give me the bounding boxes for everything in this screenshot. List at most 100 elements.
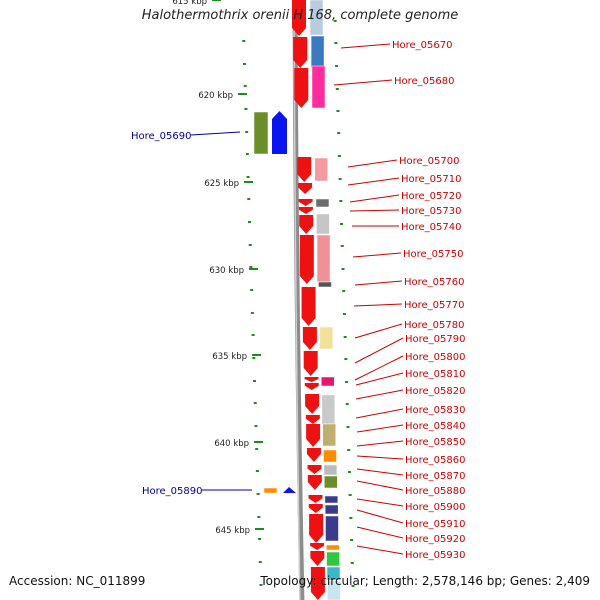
- forward-gene-arrow: [310, 567, 325, 600]
- forward-gene-label: Hore_05880: [405, 486, 466, 497]
- tick-dot: [245, 131, 249, 133]
- forward-gene-arrow: [298, 199, 313, 206]
- forward-gene-arrow: [304, 383, 319, 390]
- tick-dot: [256, 493, 260, 495]
- forward-gene-label: Hore_05780: [404, 320, 465, 331]
- major-tick: [255, 528, 264, 530]
- gene-class-bar: [316, 213, 330, 235]
- genome-info-label: Topology: circular; Length: 2,578,146 bp…: [260, 574, 590, 588]
- forward-gene-arrow: [299, 235, 314, 284]
- major-tick: [249, 268, 258, 270]
- gene-label-leader: [356, 526, 404, 539]
- tick-dot: [250, 289, 254, 291]
- gene-label-leader: [354, 355, 404, 381]
- tick-dot: [343, 336, 347, 338]
- gene-label-leader: [356, 440, 404, 447]
- gene-class-bar: [326, 551, 340, 567]
- tick-dot: [334, 42, 338, 44]
- gene-class-bar: [324, 495, 339, 504]
- tick-dot: [244, 108, 248, 110]
- gene-label-leader: [356, 545, 404, 555]
- forward-gene-arrow: [306, 424, 321, 447]
- gene-label-leader: [356, 480, 404, 491]
- forward-gene-arrow: [299, 215, 314, 234]
- forward-gene-label: Hore_05820: [405, 386, 466, 397]
- major-tick: [238, 93, 247, 95]
- tick-dot: [344, 358, 348, 360]
- tick-dot: [333, 20, 337, 22]
- tick-label: 615 kbp: [172, 0, 207, 7]
- tick-dot: [246, 176, 250, 178]
- forward-gene-label: Hore_05750: [403, 249, 464, 260]
- tick-dot: [335, 88, 339, 90]
- gene-label-leader: [354, 337, 404, 364]
- tick-dot: [335, 65, 339, 67]
- gene-class-bar: [323, 449, 337, 463]
- forward-gene-arrow: [310, 551, 325, 566]
- forward-gene-arrow: [297, 157, 312, 182]
- gene-class-bar: [326, 544, 340, 551]
- tick-dot: [252, 357, 256, 359]
- forward-gene-label: Hore_05710: [401, 174, 462, 185]
- forward-gene-arrow: [304, 377, 319, 382]
- gene-label-leader: [355, 372, 404, 386]
- tick-dot: [345, 381, 349, 383]
- major-tick: [254, 441, 263, 443]
- forward-gene-label: Hore_05760: [404, 277, 465, 288]
- tick-label: 640 kbp: [214, 439, 249, 449]
- forward-gene-label: Hore_05790: [405, 334, 466, 345]
- gene-label-leader: [355, 408, 404, 419]
- tick-dot: [242, 63, 246, 65]
- gene-label-leader: [190, 131, 241, 136]
- tick-label: 620 kbp: [198, 91, 233, 101]
- forward-gene-arrow: [307, 475, 322, 490]
- forward-gene-arrow: [302, 327, 317, 350]
- tick-dot: [340, 223, 344, 225]
- forward-gene-arrow: [301, 287, 316, 326]
- forward-gene-arrow: [294, 68, 309, 108]
- gene-class-bar: [310, 35, 325, 69]
- forward-gene-arrow: [306, 448, 321, 462]
- tick-dot: [258, 561, 262, 563]
- gene-label-leader: [354, 323, 403, 339]
- tick-dot: [347, 449, 351, 451]
- gene-class-bar: [311, 65, 326, 109]
- forward-gene-label: Hore_05850: [405, 437, 466, 448]
- forward-gene-label: Hore_05900: [405, 502, 466, 513]
- forward-gene-label: Hore_05740: [401, 222, 462, 233]
- tick-dot: [350, 562, 354, 564]
- gene-label-leader: [347, 177, 400, 186]
- tick-label: 645 kbp: [215, 526, 250, 536]
- tick-dot: [349, 517, 353, 519]
- tick-dot: [341, 268, 345, 270]
- tick-dot: [342, 313, 346, 315]
- tick-dot: [345, 403, 349, 405]
- tick-dot: [245, 153, 249, 155]
- gene-class-bar: [326, 566, 341, 581]
- forward-gene-label: Hore_05870: [405, 471, 466, 482]
- tick-dot: [257, 516, 261, 518]
- forward-gene-label: Hore_05720: [401, 191, 462, 202]
- gene-class-bar: [324, 504, 339, 515]
- forward-gene-label: Hore_05920: [405, 534, 466, 545]
- forward-gene-label: Hore_05680: [394, 76, 455, 87]
- forward-gene-arrow: [310, 543, 325, 550]
- tick-dot: [259, 584, 263, 586]
- gene-label-leader: [353, 303, 403, 307]
- tick-dot: [346, 426, 350, 428]
- gene-label-leader: [355, 389, 404, 400]
- reverse-gene-arrow: [272, 111, 287, 154]
- tick-dot: [247, 221, 251, 223]
- gene-class-bar: [321, 376, 335, 387]
- reverse-gene-class-bar: [253, 111, 269, 155]
- forward-gene-label: Hore_05770: [404, 300, 465, 311]
- tick-dot: [342, 290, 346, 292]
- tick-dot: [351, 585, 355, 587]
- genome-title: Halothermothrix orenii H 168, complete g…: [141, 8, 459, 23]
- tick-dot: [254, 425, 258, 427]
- gene-label-leader: [352, 252, 402, 258]
- gene-label-leader: [356, 455, 404, 460]
- forward-gene-arrow: [308, 495, 323, 503]
- gene-label-leader: [354, 280, 403, 286]
